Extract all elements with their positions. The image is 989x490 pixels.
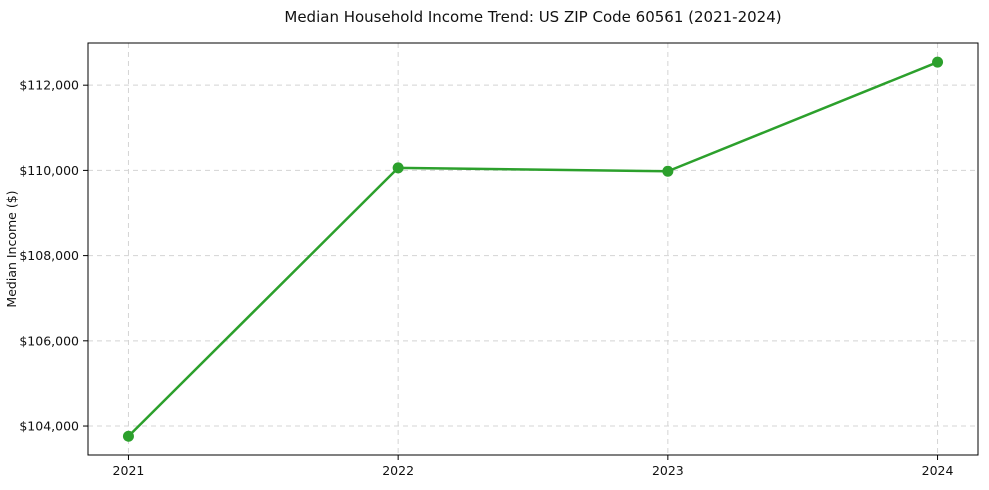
- axes-frame: [87, 42, 979, 456]
- data-point: [122, 430, 134, 442]
- data-point: [662, 165, 674, 177]
- y-tick-label: $108,000: [19, 248, 79, 263]
- y-tick-label: $106,000: [19, 333, 79, 348]
- chart-title: Median Household Income Trend: US ZIP Co…: [284, 8, 781, 26]
- y-tick-label: $104,000: [19, 419, 79, 434]
- x-tick-label: 2023: [652, 463, 684, 478]
- data-point: [932, 56, 944, 68]
- x-tick-label: 2021: [113, 463, 145, 478]
- y-tick-label: $110,000: [19, 163, 79, 178]
- gridlines-layer: [88, 43, 978, 455]
- x-tick-label: 2022: [382, 463, 414, 478]
- data-point: [392, 162, 404, 174]
- x-tick-label: 2024: [922, 463, 954, 478]
- y-tick-label: $112,000: [19, 78, 79, 93]
- data-series-layer: [122, 56, 944, 442]
- trend-line: [127, 60, 939, 438]
- axes-layer: 2021 2022 2023 2024 $104,000 $106,000 $108,000…: [19, 42, 979, 478]
- y-axis-label: Median Income ($): [4, 190, 19, 307]
